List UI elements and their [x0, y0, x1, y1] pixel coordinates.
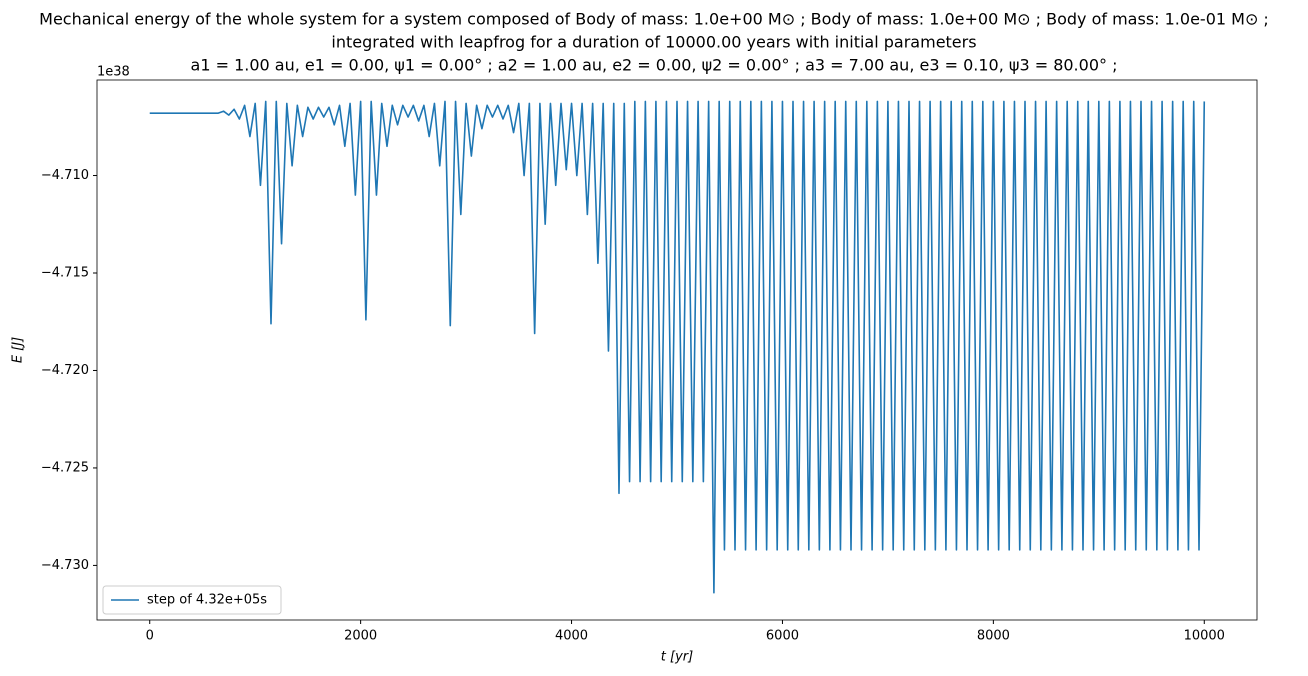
x-tick-label: 10000 [1184, 629, 1225, 644]
x-tick-label: 8000 [977, 629, 1010, 644]
y-tick-label: −4.730 [41, 558, 89, 573]
y-axis-label: E [J] [11, 337, 26, 363]
x-tick-label: 2000 [344, 629, 377, 644]
x-tick-label: 6000 [766, 629, 799, 644]
data-line [149, 100, 1206, 594]
chart-title: Mechanical energy of the whole system fo… [39, 10, 1269, 29]
y-offset-label: 1e38 [97, 65, 130, 80]
plot-frame [96, 79, 1258, 621]
x-tick-label: 4000 [555, 629, 588, 644]
x-tick-label: 0 [146, 629, 154, 644]
y-tick-label: −4.710 [41, 168, 89, 183]
y-tick-label: −4.715 [41, 265, 89, 280]
chart-title: a1 = 1.00 au, e1 = 0.00, ψ1 = 0.00° ; a2… [191, 56, 1118, 75]
legend-box [102, 585, 282, 615]
legend-label: step of 4.32e+05s [147, 593, 267, 608]
y-tick-label: −4.725 [41, 460, 89, 475]
x-axis-label: t [yr] [661, 650, 693, 665]
y-tick-label: −4.720 [41, 363, 89, 378]
chart-title: integrated with leapfrog for a duration … [331, 33, 976, 52]
